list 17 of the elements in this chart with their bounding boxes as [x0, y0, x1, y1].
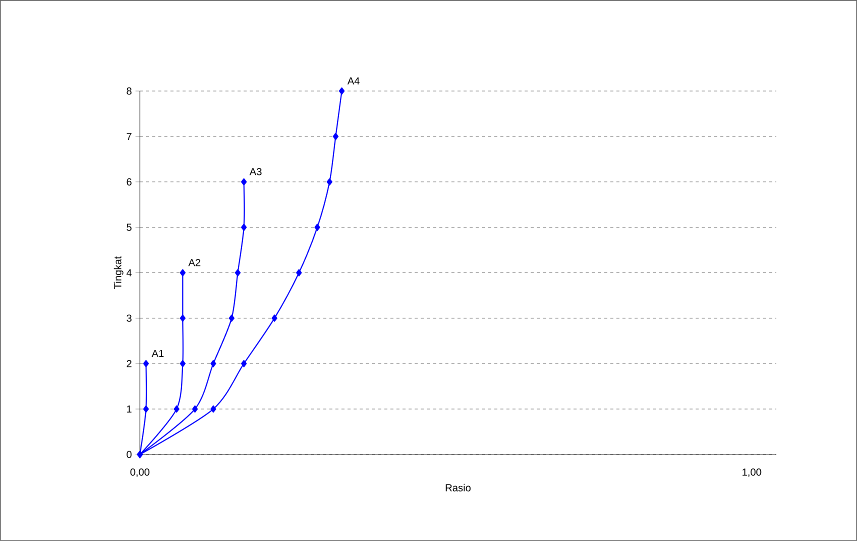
y-tick-label: 6: [126, 178, 132, 186]
y-tick-label: 3: [126, 314, 132, 322]
y-tick-label: 1: [127, 406, 132, 413]
series-label: A2: [188, 259, 200, 266]
x-tick-label: 0,00: [130, 468, 150, 477]
y-tick-label: 8: [126, 87, 132, 95]
y-tick-label: 2: [126, 360, 132, 368]
y-tick-label: 0: [126, 450, 132, 458]
y-axis-title: Tingkat: [114, 256, 124, 290]
y-tick-label: 4: [126, 269, 132, 276]
series-label: A4: [347, 77, 360, 84]
y-tick-label: 5: [126, 224, 132, 231]
x-tick-label: 1,00: [742, 468, 762, 477]
series-label: A3: [250, 168, 262, 176]
series-label: A1: [152, 350, 164, 357]
x-axis-title: Rasio: [446, 484, 471, 492]
y-tick-label: 7: [126, 132, 132, 140]
